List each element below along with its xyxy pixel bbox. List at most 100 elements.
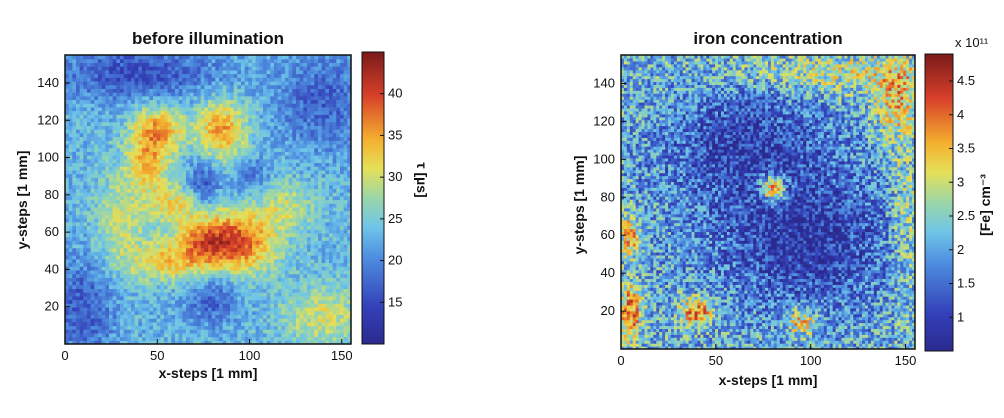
heatmap-cell xyxy=(123,55,128,60)
heatmap-cell xyxy=(259,92,264,97)
heatmap-cell xyxy=(120,55,125,60)
heatmap-cell xyxy=(120,125,125,130)
heatmap-cell xyxy=(98,80,103,86)
heatmap-cell xyxy=(149,147,154,152)
heatmap-cell xyxy=(105,125,110,130)
heatmap-cell xyxy=(186,221,191,227)
heatmap-cell xyxy=(197,251,202,256)
heatmap-cell xyxy=(230,184,235,189)
heatmap-cell xyxy=(90,314,95,319)
heatmap-cell xyxy=(109,177,114,182)
heatmap-cell xyxy=(112,295,117,301)
heatmap-cell xyxy=(219,180,224,186)
heatmap-cell xyxy=(175,95,180,101)
heatmap-cell xyxy=(131,99,136,104)
heatmap-cell xyxy=(215,177,220,182)
heatmap-cell xyxy=(83,180,88,186)
heatmap-cell xyxy=(285,180,290,186)
heatmap-cell xyxy=(167,199,172,204)
heatmap-cell xyxy=(292,214,297,219)
heatmap-cell xyxy=(83,225,88,230)
heatmap-cell xyxy=(270,173,275,178)
heatmap-cell xyxy=(105,195,110,201)
heatmap-cell xyxy=(281,299,286,304)
heatmap-cell xyxy=(296,62,301,67)
heatmap-cell xyxy=(123,281,128,286)
heatmap-cell xyxy=(79,121,84,126)
heatmap-cell xyxy=(138,288,143,293)
heatmap-cell xyxy=(164,225,169,230)
heatmap-cell xyxy=(79,80,84,86)
heatmap-cell xyxy=(98,329,103,334)
heatmap-cell xyxy=(263,325,268,330)
heatmap-cell xyxy=(65,214,70,219)
heatmap-cell xyxy=(186,110,191,115)
heatmap-cell xyxy=(98,318,103,323)
heatmap-cell xyxy=(160,103,165,108)
heatmap-cell xyxy=(230,162,235,167)
heatmap-cell xyxy=(270,177,275,182)
heatmap-cell xyxy=(79,188,84,193)
heatmap-cell xyxy=(288,340,293,344)
heatmap-cell xyxy=(178,325,183,330)
heatmap-cell xyxy=(68,84,73,89)
heatmap-cell xyxy=(274,158,279,164)
heatmap-cell xyxy=(255,84,260,89)
heatmap-cell xyxy=(167,62,172,67)
heatmap-cell xyxy=(230,66,235,71)
heatmap-cell xyxy=(266,143,271,149)
heatmap-cell xyxy=(153,55,158,60)
heatmap-cell xyxy=(120,158,125,164)
heatmap-cell xyxy=(175,332,180,338)
heatmap-cell xyxy=(68,147,73,152)
heatmap-cell xyxy=(65,129,70,134)
heatmap-cell xyxy=(142,121,147,126)
heatmap-cell xyxy=(285,132,290,138)
heatmap-cell xyxy=(266,332,271,338)
heatmap-cell xyxy=(292,247,297,252)
heatmap-cell xyxy=(277,77,282,82)
heatmap-cell xyxy=(208,273,213,278)
heatmap-cell xyxy=(153,225,158,230)
heatmap-cell xyxy=(296,103,301,108)
heatmap-cell xyxy=(215,95,220,101)
heatmap-cell xyxy=(277,136,282,141)
heatmap-cell xyxy=(120,132,125,138)
heatmap-cell xyxy=(153,173,158,178)
heatmap-cell xyxy=(79,132,84,138)
heatmap-cell xyxy=(281,210,286,215)
heatmap-cell xyxy=(112,288,117,293)
heatmap-cell xyxy=(109,269,114,275)
heatmap-cell xyxy=(252,95,257,101)
heatmap-cell xyxy=(263,66,268,71)
heatmap-cell xyxy=(87,329,92,334)
heatmap-cell xyxy=(252,77,257,82)
heatmap-cell xyxy=(83,295,88,301)
heatmap-cell xyxy=(142,303,147,308)
heatmap-cell xyxy=(266,210,271,215)
heatmap-cell xyxy=(182,106,187,112)
heatmap-cell xyxy=(277,295,282,301)
heatmap-cell xyxy=(292,258,297,264)
heatmap-cell xyxy=(230,255,235,260)
heatmap-cell xyxy=(237,106,242,112)
heatmap-cell xyxy=(167,214,172,219)
heatmap-cell xyxy=(98,180,103,186)
heatmap-cell xyxy=(208,281,213,286)
heatmap-cell xyxy=(244,258,249,264)
heatmap-cell xyxy=(186,129,191,134)
heatmap-cell xyxy=(292,255,297,260)
heatmap-cell xyxy=(241,203,246,208)
heatmap-cell xyxy=(263,103,268,108)
heatmap-cell xyxy=(237,281,242,286)
heatmap-cell xyxy=(189,221,194,227)
heatmap-cell xyxy=(288,106,293,112)
heatmap-cell xyxy=(123,99,128,104)
heatmap-cell xyxy=(83,247,88,252)
heatmap-cell xyxy=(127,255,132,260)
heatmap-cell xyxy=(226,136,231,141)
heatmap-cell xyxy=(208,255,213,260)
heatmap-cell xyxy=(259,106,264,112)
heatmap-cell xyxy=(292,147,297,152)
heatmap-cell xyxy=(255,277,260,282)
